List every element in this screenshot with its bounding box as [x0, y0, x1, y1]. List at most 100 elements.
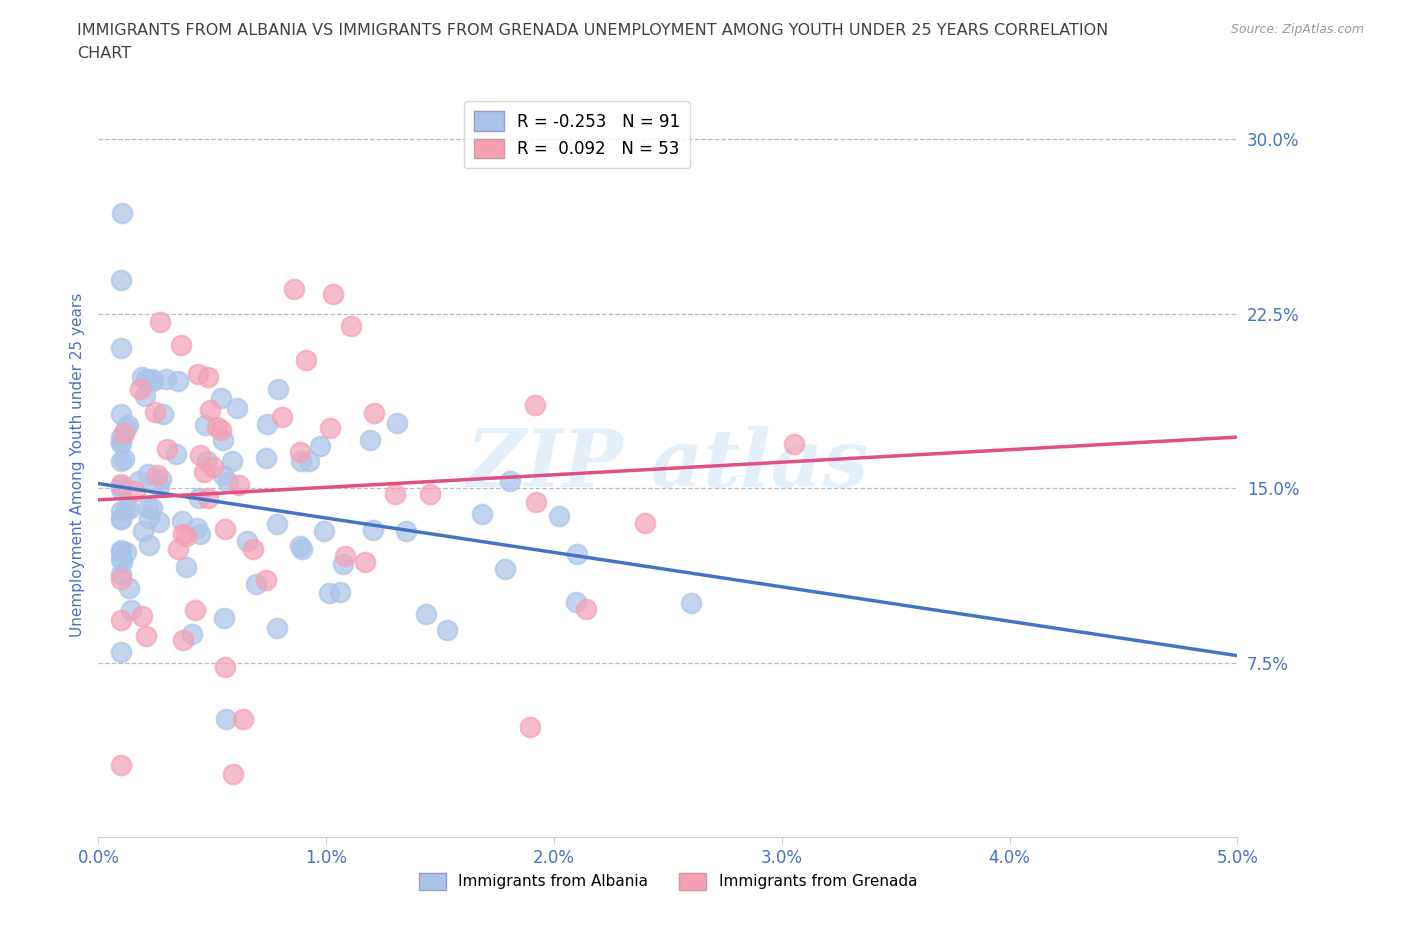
Point: [245, 577, 267, 591]
Point: [110, 273, 132, 288]
Point: [188, 447, 211, 462]
Point: [384, 486, 406, 501]
Point: [565, 595, 588, 610]
Point: [115, 419, 138, 434]
Point: [132, 523, 155, 538]
Point: [471, 507, 494, 522]
Point: [202, 459, 225, 474]
Point: [254, 573, 277, 588]
Point: [136, 501, 159, 516]
Point: [134, 389, 156, 404]
Point: [194, 418, 217, 432]
Point: [226, 400, 249, 415]
Point: [297, 453, 319, 468]
Point: [110, 554, 132, 569]
Point: [180, 627, 202, 642]
Point: [363, 405, 385, 420]
Point: [110, 644, 132, 659]
Point: [152, 406, 174, 421]
Point: [314, 524, 336, 538]
Point: [519, 719, 541, 734]
Point: [172, 633, 194, 648]
Point: [174, 560, 197, 575]
Legend: Immigrants from Albania, Immigrants from Grenada: Immigrants from Albania, Immigrants from…: [412, 867, 924, 897]
Point: [184, 603, 207, 618]
Point: [266, 516, 288, 531]
Point: [679, 595, 702, 610]
Point: [359, 432, 381, 447]
Point: [783, 437, 806, 452]
Point: [340, 318, 363, 333]
Point: [205, 420, 228, 435]
Point: [232, 711, 254, 726]
Point: [188, 526, 211, 541]
Point: [318, 586, 340, 601]
Point: [228, 477, 250, 492]
Point: [361, 523, 384, 538]
Point: [128, 474, 150, 489]
Point: [115, 545, 138, 560]
Point: [110, 430, 132, 445]
Point: [217, 475, 239, 490]
Point: [110, 571, 132, 586]
Point: [385, 416, 408, 431]
Point: [115, 501, 138, 516]
Point: [118, 580, 141, 595]
Point: [186, 521, 208, 536]
Point: [110, 545, 132, 560]
Point: [494, 561, 516, 576]
Point: [214, 522, 236, 537]
Point: [149, 314, 172, 329]
Point: [165, 447, 187, 462]
Point: [332, 556, 354, 571]
Point: [141, 501, 163, 516]
Point: [110, 551, 132, 566]
Text: ZIP atlas: ZIP atlas: [467, 426, 869, 504]
Point: [120, 603, 142, 618]
Point: [166, 541, 188, 556]
Point: [291, 541, 314, 556]
Point: [266, 620, 288, 635]
Point: [124, 484, 146, 498]
Point: [110, 206, 132, 220]
Point: [524, 398, 547, 413]
Point: [114, 425, 136, 440]
Point: [294, 352, 316, 367]
Point: [170, 514, 193, 529]
Y-axis label: Unemployment Among Youth under 25 years: Unemployment Among Youth under 25 years: [69, 293, 84, 637]
Point: [329, 584, 352, 599]
Point: [209, 391, 232, 405]
Point: [155, 372, 177, 387]
Point: [135, 628, 157, 643]
Point: [195, 454, 218, 469]
Point: [174, 529, 197, 544]
Point: [214, 659, 236, 674]
Point: [148, 514, 170, 529]
Point: [131, 369, 153, 384]
Point: [499, 473, 522, 488]
Point: [136, 466, 159, 481]
Point: [148, 479, 170, 494]
Point: [221, 454, 243, 469]
Point: [112, 452, 135, 467]
Point: [436, 622, 458, 637]
Point: [135, 372, 157, 387]
Point: [212, 432, 235, 447]
Point: [110, 479, 132, 494]
Point: [322, 286, 344, 301]
Point: [634, 516, 657, 531]
Point: [110, 406, 132, 421]
Point: [131, 608, 153, 623]
Point: [110, 512, 132, 526]
Point: [319, 420, 342, 435]
Point: [156, 441, 179, 456]
Point: [110, 503, 132, 518]
Point: [242, 541, 264, 556]
Point: [309, 439, 332, 454]
Point: [236, 534, 259, 549]
Point: [288, 445, 311, 459]
Point: [141, 372, 163, 387]
Point: [212, 611, 235, 626]
Point: [170, 338, 193, 352]
Point: [288, 538, 311, 553]
